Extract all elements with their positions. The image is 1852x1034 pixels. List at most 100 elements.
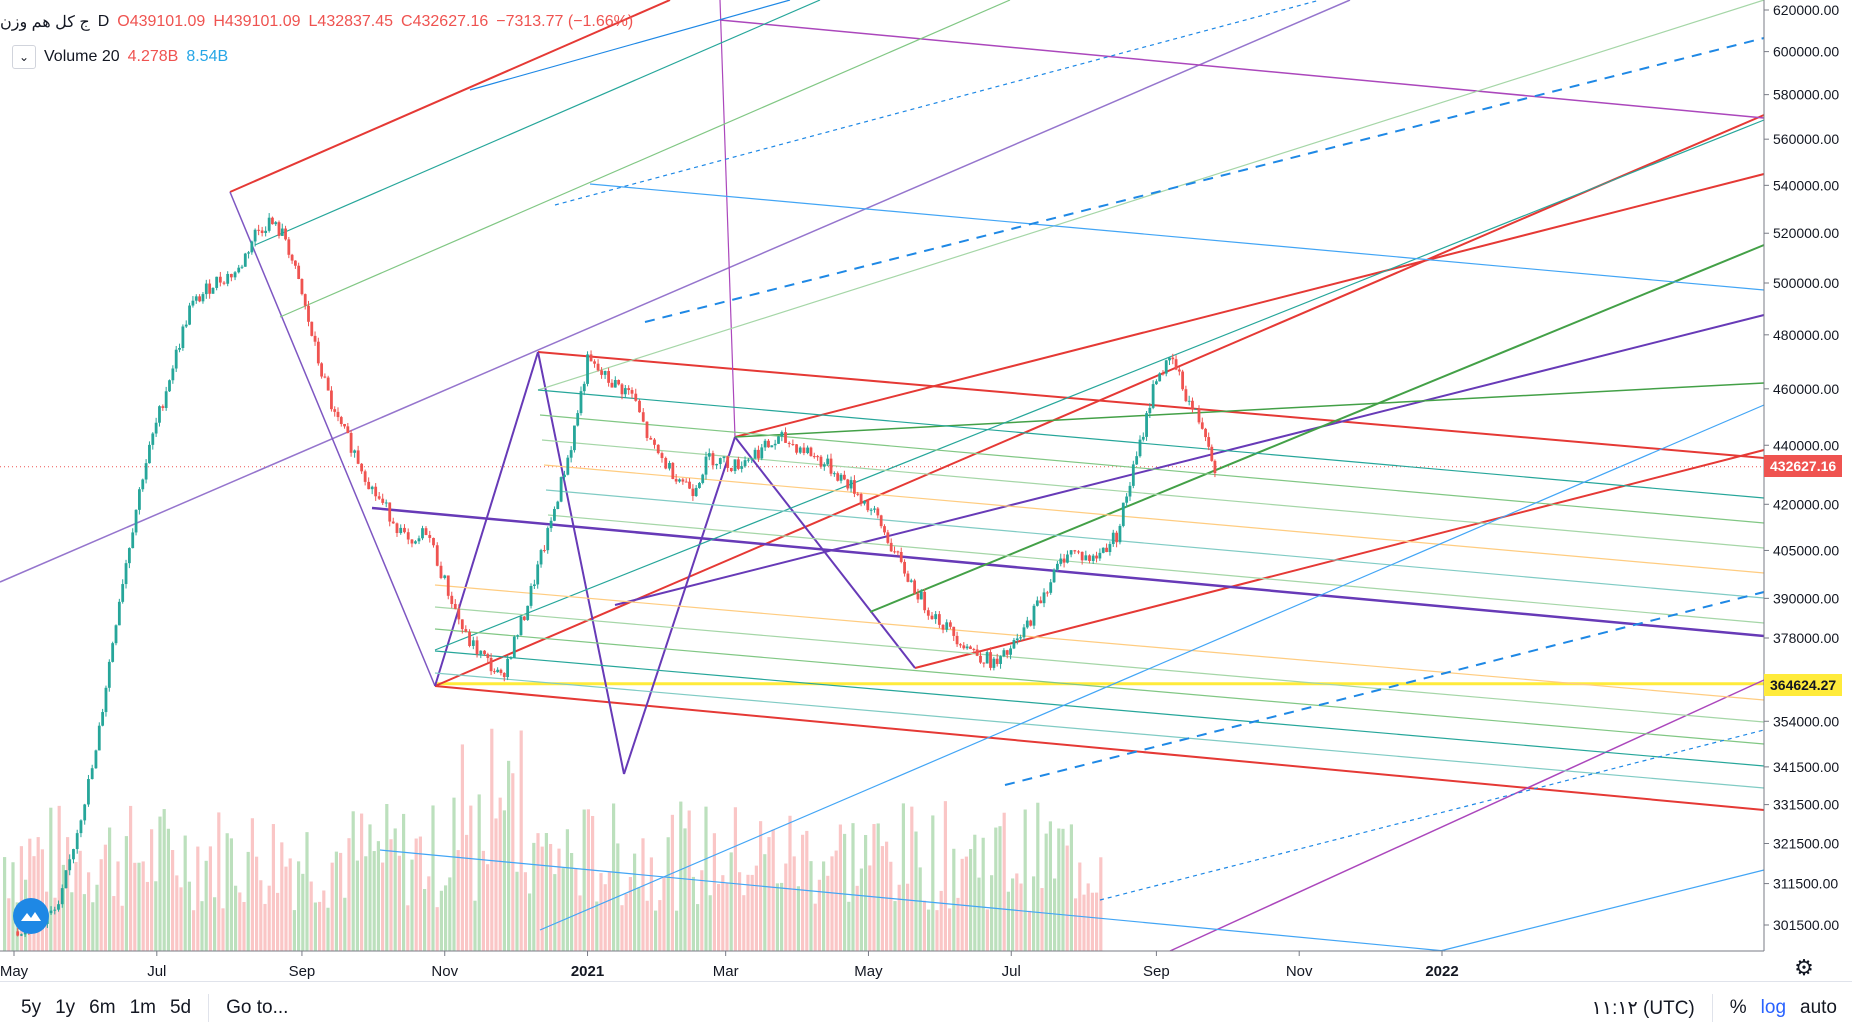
volume-bar xyxy=(95,884,99,951)
gear-icon[interactable]: ⚙ xyxy=(1794,955,1814,980)
log-button[interactable]: log xyxy=(1760,997,1787,1018)
volume-bar xyxy=(910,806,914,951)
candle-body xyxy=(486,654,490,658)
volume-bar xyxy=(372,851,376,951)
price-tick-label: 321500.00 xyxy=(1773,835,1839,851)
candle-body xyxy=(271,217,274,225)
volume-bar xyxy=(376,841,380,951)
volume-bar xyxy=(792,856,796,951)
candle-body xyxy=(134,509,138,533)
price-tick-label: 500000.00 xyxy=(1773,275,1839,291)
volume-bar xyxy=(570,853,574,951)
volume-bar xyxy=(179,887,183,951)
candle-body xyxy=(600,370,603,375)
time-tick-label: Mar xyxy=(713,963,739,980)
chevron-down-icon[interactable]: ⌄ xyxy=(12,45,36,69)
candle-body xyxy=(178,347,181,350)
volume-title[interactable]: Volume 20 xyxy=(44,48,120,65)
candle-body xyxy=(297,265,301,279)
volume-bars xyxy=(3,728,1103,951)
timezone-button[interactable]: ۱۱:۱۲ (UTC) xyxy=(1591,997,1695,1019)
volume-bar xyxy=(124,836,128,951)
volume-bar xyxy=(28,838,32,951)
volume-bar xyxy=(452,797,456,951)
volume-bar xyxy=(918,867,922,951)
chart-canvas[interactable]: 620000.00 600000.00 580000.00 560000.00 5400… xyxy=(0,0,1852,981)
symbol-name[interactable]: ج کل هم وزن xyxy=(0,14,90,31)
volume-bar xyxy=(7,898,11,951)
volume-bar xyxy=(267,885,271,951)
tradingview-logo-icon[interactable] xyxy=(13,898,49,934)
candle-body xyxy=(1184,389,1188,402)
pitchfork-line xyxy=(914,449,1765,669)
price-tick-label: 420000.00 xyxy=(1773,496,1839,512)
volume-bar xyxy=(834,850,838,951)
volume-bar xyxy=(141,861,145,951)
candle-body xyxy=(428,535,432,538)
candle-body xyxy=(502,672,506,678)
parallel-line xyxy=(434,650,1765,767)
candle-body xyxy=(809,447,813,457)
candle-body xyxy=(68,859,72,871)
volume-bar xyxy=(847,901,851,951)
candle-body xyxy=(866,500,870,511)
volume-bar xyxy=(339,852,343,951)
range-6m-button[interactable]: 6m xyxy=(89,997,116,1018)
interval-label[interactable]: D xyxy=(97,13,110,30)
volume-bar xyxy=(1057,828,1061,951)
candle-body xyxy=(566,457,570,475)
candle-body xyxy=(1158,373,1162,382)
candle-body xyxy=(1168,357,1171,361)
range-1y-button[interactable]: 1y xyxy=(55,997,76,1018)
volume-bar xyxy=(129,805,133,951)
volume-bar xyxy=(171,850,175,951)
candle-body xyxy=(649,437,653,440)
dashed-channel-line xyxy=(1099,729,1765,901)
volume-bar xyxy=(956,897,960,951)
goto-button[interactable]: Go to... xyxy=(226,997,289,1018)
candle-body xyxy=(889,542,893,552)
fan-line xyxy=(0,0,1351,583)
volume-bar xyxy=(36,837,40,951)
volume-bar xyxy=(742,895,746,951)
auto-button[interactable]: auto xyxy=(1800,997,1837,1018)
volume-bar xyxy=(1095,892,1099,951)
candle-body xyxy=(516,635,520,637)
candle-body xyxy=(816,456,820,458)
range-1m-button[interactable]: 1m xyxy=(129,997,156,1018)
range-5d-button[interactable]: 5d xyxy=(169,997,192,1018)
candle-body xyxy=(1091,555,1095,561)
candle-body xyxy=(1138,439,1142,457)
candle-body xyxy=(522,616,526,620)
time-tick-label: May xyxy=(0,963,29,980)
candle-body xyxy=(406,532,410,540)
candle-body xyxy=(1210,446,1214,461)
candle-body xyxy=(492,671,496,673)
bottom-toolbar: 5y 1y 6m 1m 5d Go to... ۱۱:۱۲ (UTC) % lo… xyxy=(0,981,1852,1034)
volume-bar xyxy=(456,850,460,951)
price-tick-label: 390000.00 xyxy=(1773,590,1839,606)
candle-body xyxy=(853,480,856,494)
volume-bar xyxy=(250,818,254,951)
volume-bar xyxy=(19,846,23,951)
percent-button[interactable]: % xyxy=(1729,997,1747,1018)
candle-body xyxy=(233,272,237,278)
candle-body xyxy=(620,384,624,395)
volume-bar xyxy=(1078,862,1082,951)
volume-bar xyxy=(855,885,859,951)
volume-bar xyxy=(561,868,565,951)
price-tick-label: 560000.00 xyxy=(1773,131,1839,147)
candle-body xyxy=(363,471,367,482)
candle-body xyxy=(79,820,83,834)
candle-body xyxy=(191,300,195,306)
candle-body xyxy=(1035,600,1039,606)
volume-bar xyxy=(393,828,397,951)
candle-body xyxy=(798,447,802,453)
fan-line xyxy=(719,19,1765,119)
candle-body xyxy=(1155,381,1158,385)
candle-body xyxy=(446,575,450,596)
price-tick-label: 520000.00 xyxy=(1773,225,1839,241)
candle-body xyxy=(802,447,806,454)
range-5y-button[interactable]: 5y xyxy=(21,997,42,1018)
candle-body xyxy=(370,486,374,490)
